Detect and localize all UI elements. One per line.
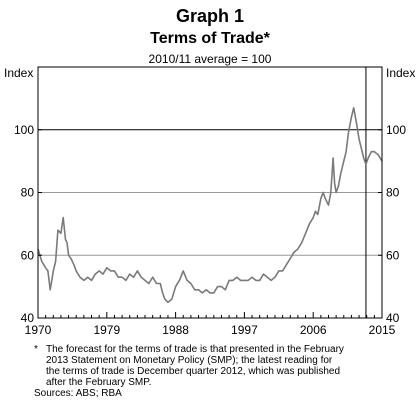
footnote-line-1: The forecast for the terms of trade is t… [46,344,344,355]
left-axis-unit: Index [4,66,33,80]
footnote-line-2: 2013 Statement on Monetary Policy (SMP);… [46,355,333,366]
footnote-line-3: the terms of trade is December quarter 2… [46,366,341,377]
footnote: * The forecast for the terms of trade is… [34,344,410,388]
right-axis-unit: Index [386,66,415,80]
x-tick-label: 1970 [25,323,52,337]
graph-label: Graph 1 [175,6,245,26]
left-y-tick-label: 60 [21,248,35,262]
right-y-tick-label: 80 [386,186,400,200]
chart-title: Terms of Trade* [150,30,270,47]
left-y-tick-label: 80 [21,186,35,200]
x-tick-label: 1997 [231,323,258,337]
x-tick-label: 2006 [300,323,327,337]
x-tick-label: 1979 [93,323,120,337]
left-y-tick-label: 100 [14,123,34,137]
x-tick-label: 1988 [162,323,189,337]
footnote-marker: * [34,344,38,355]
right-y-tick-label: 100 [386,123,406,137]
right-y-tick-label: 40 [386,311,400,325]
left-y-tick-label: 40 [21,311,35,325]
chart-subtitle: 2010/11 average = 100 [148,52,272,66]
footnote-line-4: after the February SMP. [46,377,152,388]
x-tick-label: 2015 [369,323,396,337]
sources-line: Sources: ABS; RBA [34,388,122,399]
footnotes: * The forecast for the terms of trade is… [34,344,410,399]
terms-of-trade-line [37,107,383,304]
right-y-tick-label: 60 [386,248,400,262]
